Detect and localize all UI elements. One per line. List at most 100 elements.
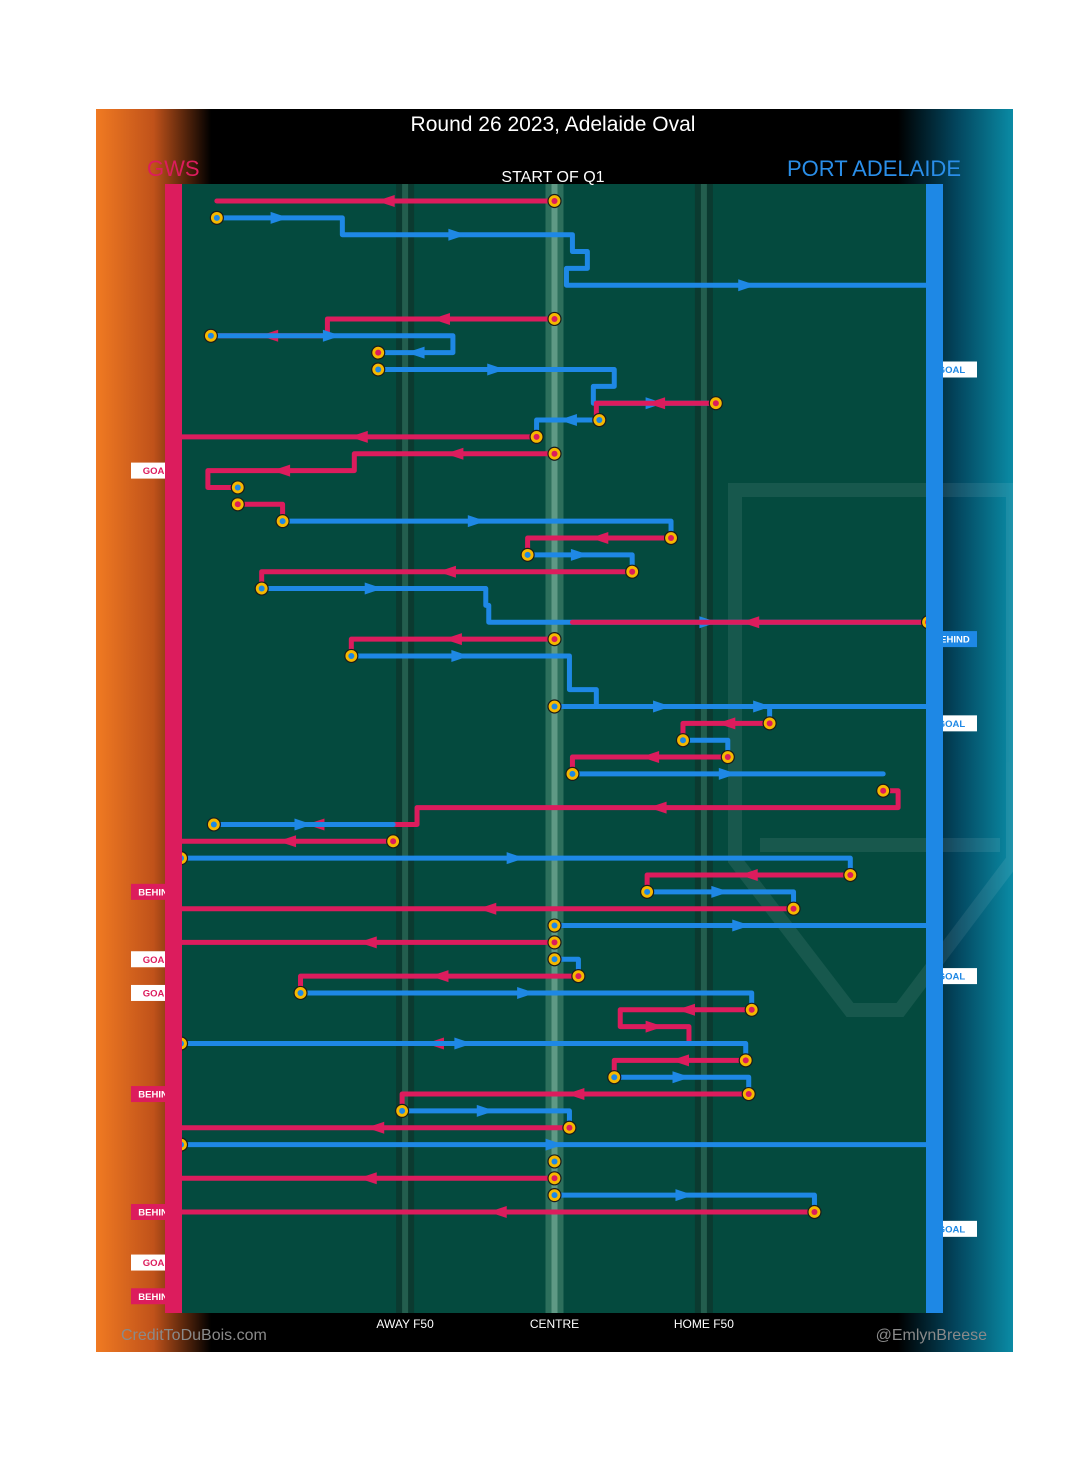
possession-marker [607,1070,622,1085]
chain-arrow [478,902,497,915]
marker-dot [551,703,558,710]
chain-arrow [488,1206,507,1218]
marker-dot [207,332,214,339]
possession-marker [738,1053,753,1068]
chain-arrow [558,414,577,427]
home-team-name: PORT ADELAIDE [787,156,961,181]
marker-dot [375,366,382,373]
chain-arrow [645,1020,664,1033]
possession-marker [720,749,735,765]
marker-dot [348,652,355,659]
marker-dot [880,787,887,794]
chain-arrow [445,447,464,460]
possession-chain [205,446,562,490]
possession-marker [547,446,562,461]
chain-arrow [590,532,609,544]
marker-dot [566,1124,573,1131]
chain-arrow [349,430,368,443]
score-label-text: BEHIND [138,1208,175,1219]
possession-marker [565,766,580,782]
marker-dot [742,1057,749,1064]
chain-arrow [476,1104,495,1117]
chain-arrow [545,1138,564,1151]
marker-dot [596,417,603,424]
chain-arrow [711,885,730,898]
chain-arrow [294,818,313,831]
score-label-text: GOAL [938,365,966,376]
score-label-text: BEHIND [138,1292,175,1303]
possession-marker [762,716,777,731]
possession-chain [203,328,456,359]
possession-marker [275,514,290,529]
marker-dot [712,400,719,407]
possession-marker [520,547,535,562]
chain-arrow [718,767,737,780]
possession-marker [547,1154,562,1169]
marker-dot [258,585,265,592]
chain-arrow [676,1003,695,1016]
chain-arrow [366,1121,385,1134]
possession-chain [209,210,931,292]
possession-marker [547,918,562,933]
chain-arrow [448,228,467,241]
possession-marker [571,968,586,984]
chain-path [259,586,931,625]
possession-chain [178,834,401,849]
chain-arrow [272,464,291,477]
possession-chain [178,935,562,950]
field-line-centre [545,184,564,1313]
marker-dot [213,214,220,221]
marker-dot [629,568,636,575]
marker-dot [524,551,531,558]
field-line-away-f50 [396,184,415,1313]
chain-arrow [738,279,757,292]
marker-dot [234,501,241,508]
marker-dot [745,1091,752,1098]
possession-marker [744,1002,759,1017]
marker-dot [551,939,558,946]
possession-marker [344,648,359,664]
chain-arrow [647,397,666,410]
score-label-text: GOAL [938,1224,966,1235]
possession-marker [371,362,386,377]
marker-dot [811,1209,818,1215]
possession-chain [214,193,562,209]
possession-marker [786,901,801,916]
possession-marker [529,429,544,444]
possession-marker [547,631,562,647]
marker-dot [210,821,217,828]
possession-chain [178,1204,822,1220]
chain-arrow [732,919,751,932]
chain-arrow [672,1071,691,1084]
marker-dot [551,956,558,963]
marker-dot [390,838,397,845]
chain-arrow [358,936,377,949]
chain-arrow [376,195,395,207]
possession-marker [547,699,562,714]
possession-marker [807,1204,822,1220]
chain-arrow [741,616,760,629]
marker-dot [748,1006,755,1013]
home-goal-line [926,184,943,1313]
chain-arrow [653,700,672,713]
chain-arrow [322,329,341,342]
possession-marker [741,1086,756,1102]
possession-marker [625,564,640,579]
marker-dot [399,1107,406,1114]
possession-marker [203,328,218,343]
possession-marker [230,480,245,495]
chain-arrow [570,548,589,561]
away-team-name: GWS [147,156,200,181]
marker-dot [551,1192,558,1199]
chain-arrow [454,1037,473,1050]
possession-marker [230,497,245,512]
possession-chain [547,918,931,933]
marker-dot [679,737,686,744]
possession-chain [178,1171,562,1186]
field-line [402,184,409,1313]
marker-dot [611,1074,618,1081]
score-label-text: GOAL [938,972,966,983]
possession-marker [293,985,308,1001]
credit-right: @EmlynBreese [876,1327,987,1344]
